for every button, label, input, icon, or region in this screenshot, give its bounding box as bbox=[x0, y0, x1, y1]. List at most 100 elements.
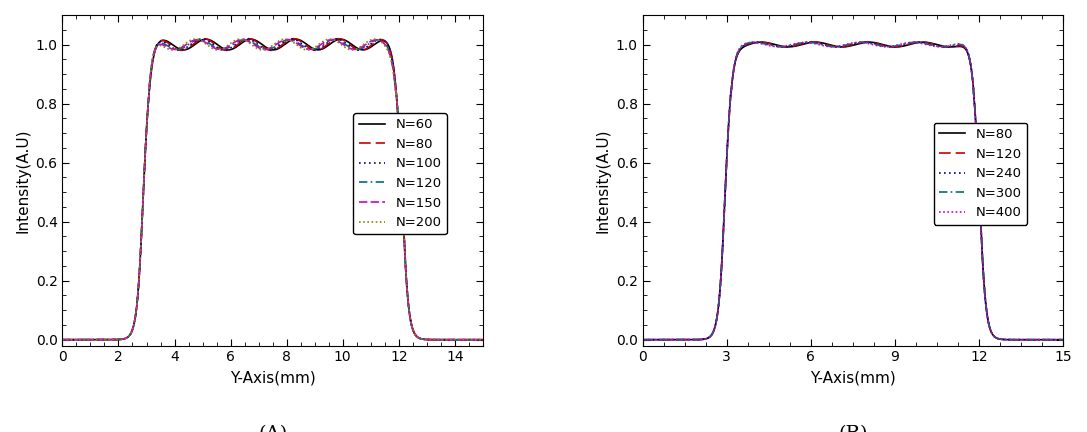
N=240 bbox=[1044, 337, 1057, 342]
N=400 bbox=[907, 40, 920, 45]
X-axis label: Y-Axis(mm): Y-Axis(mm) bbox=[229, 370, 315, 385]
N=150 bbox=[463, 337, 476, 342]
N=80 bbox=[236, 38, 249, 44]
N=300 bbox=[813, 41, 826, 47]
N=100 bbox=[329, 36, 342, 41]
N=80 bbox=[836, 44, 849, 50]
Line: N=150: N=150 bbox=[62, 40, 483, 340]
N=400 bbox=[1044, 337, 1057, 342]
N=60 bbox=[289, 37, 302, 42]
N=300 bbox=[636, 337, 649, 342]
N=240 bbox=[813, 41, 826, 46]
N=150 bbox=[55, 337, 68, 342]
Text: (B): (B) bbox=[838, 425, 867, 432]
N=120 bbox=[860, 39, 873, 44]
N=400 bbox=[1023, 337, 1036, 342]
N=120 bbox=[442, 337, 455, 342]
N=200 bbox=[362, 39, 375, 44]
N=80 bbox=[255, 44, 268, 49]
N=400 bbox=[816, 43, 829, 48]
N=200 bbox=[463, 337, 476, 342]
Line: N=300: N=300 bbox=[642, 42, 1063, 340]
N=100 bbox=[476, 337, 489, 342]
N=150 bbox=[255, 47, 268, 52]
N=150 bbox=[236, 37, 249, 42]
N=80 bbox=[813, 40, 826, 45]
N=400 bbox=[1057, 337, 1070, 342]
N=300 bbox=[1044, 337, 1057, 342]
N=300 bbox=[836, 43, 849, 48]
N=200 bbox=[236, 37, 249, 42]
N=100 bbox=[362, 44, 375, 49]
N=120 bbox=[941, 44, 954, 50]
N=100 bbox=[55, 337, 68, 342]
N=300 bbox=[854, 40, 867, 45]
Line: N=240: N=240 bbox=[642, 42, 1063, 340]
N=80 bbox=[463, 337, 476, 342]
Y-axis label: Intensity(A.U): Intensity(A.U) bbox=[15, 128, 30, 232]
N=80 bbox=[1044, 337, 1057, 342]
Legend: N=60, N=80, N=100, N=120, N=150, N=200: N=60, N=80, N=100, N=120, N=150, N=200 bbox=[353, 113, 447, 235]
N=120 bbox=[1023, 337, 1036, 342]
N=80 bbox=[809, 40, 822, 45]
Line: N=200: N=200 bbox=[62, 39, 483, 340]
N=120 bbox=[236, 37, 249, 42]
N=240 bbox=[1057, 337, 1070, 342]
N=60 bbox=[236, 40, 249, 45]
N=150 bbox=[442, 337, 455, 342]
Text: (A): (A) bbox=[258, 425, 287, 432]
N=80 bbox=[816, 41, 829, 46]
N=200 bbox=[442, 337, 455, 342]
N=120 bbox=[255, 46, 268, 51]
N=120 bbox=[463, 337, 476, 342]
N=100 bbox=[255, 45, 268, 50]
N=80 bbox=[233, 41, 246, 46]
N=150 bbox=[236, 37, 249, 42]
Line: N=120: N=120 bbox=[642, 42, 1063, 340]
Line: N=80: N=80 bbox=[62, 39, 483, 340]
N=120 bbox=[1044, 337, 1057, 342]
N=60 bbox=[476, 337, 489, 342]
N=60 bbox=[362, 46, 375, 51]
N=200 bbox=[233, 37, 246, 42]
N=300 bbox=[816, 42, 829, 48]
N=120 bbox=[816, 41, 829, 46]
N=200 bbox=[324, 36, 337, 41]
N=80 bbox=[1023, 337, 1036, 342]
N=400 bbox=[813, 42, 826, 48]
N=80 bbox=[55, 337, 68, 342]
Line: N=60: N=60 bbox=[62, 39, 483, 340]
N=240 bbox=[636, 337, 649, 342]
N=120 bbox=[1057, 337, 1070, 342]
N=120 bbox=[55, 337, 68, 342]
Legend: N=80, N=120, N=240, N=300, N=400: N=80, N=120, N=240, N=300, N=400 bbox=[934, 123, 1027, 225]
N=400 bbox=[941, 43, 954, 48]
N=80 bbox=[636, 337, 649, 342]
N=150 bbox=[476, 337, 489, 342]
N=100 bbox=[236, 37, 249, 42]
N=120 bbox=[233, 38, 246, 44]
N=80 bbox=[362, 45, 375, 50]
N=120 bbox=[636, 337, 649, 342]
N=150 bbox=[233, 38, 246, 43]
N=60 bbox=[442, 337, 455, 342]
Line: N=400: N=400 bbox=[642, 42, 1063, 340]
N=80 bbox=[442, 337, 455, 342]
Line: N=120: N=120 bbox=[62, 40, 483, 340]
N=200 bbox=[55, 337, 68, 342]
N=200 bbox=[255, 48, 268, 53]
N=60 bbox=[233, 42, 246, 48]
N=200 bbox=[476, 337, 489, 342]
N=300 bbox=[1023, 337, 1036, 342]
N=60 bbox=[55, 337, 68, 342]
N=240 bbox=[816, 42, 829, 47]
N=150 bbox=[362, 41, 375, 46]
Line: N=80: N=80 bbox=[642, 42, 1063, 340]
Y-axis label: Intensity(A.U): Intensity(A.U) bbox=[596, 128, 610, 232]
N=80 bbox=[476, 337, 489, 342]
N=80 bbox=[1057, 337, 1070, 342]
N=120 bbox=[283, 37, 296, 42]
N=240 bbox=[941, 44, 954, 49]
N=60 bbox=[463, 337, 476, 342]
X-axis label: Y-Axis(mm): Y-Axis(mm) bbox=[810, 370, 896, 385]
